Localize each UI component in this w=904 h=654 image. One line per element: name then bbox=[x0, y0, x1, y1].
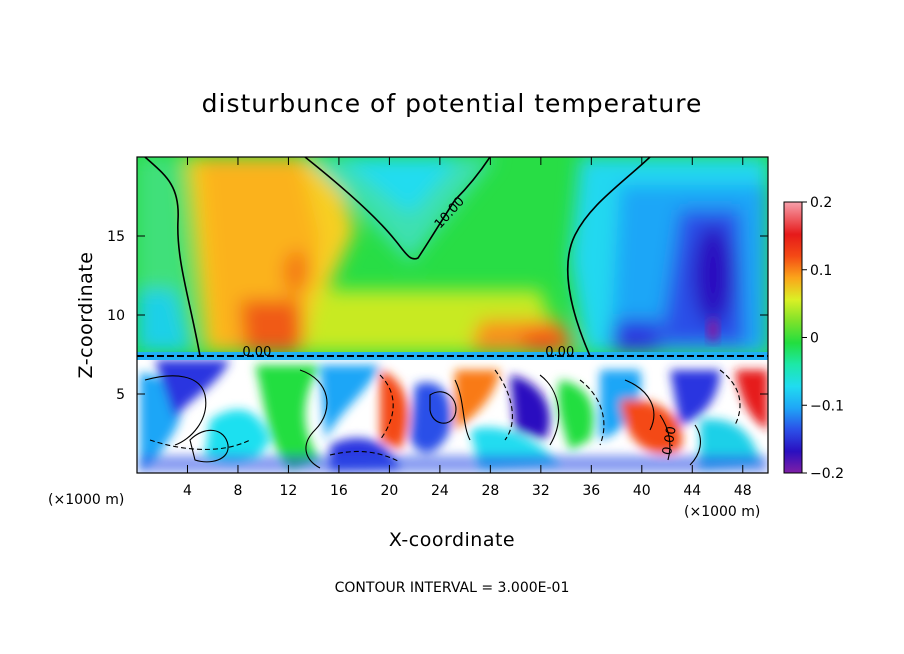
colorbar-ticks: 0.2 0.1 0 −0.1 −0.2 bbox=[802, 195, 844, 482]
x-tick-label: 4 bbox=[183, 483, 192, 499]
contour-label: 0.00 bbox=[545, 345, 574, 360]
contour-interval-note: CONTOUR INTERVAL = 3.000E-01 bbox=[335, 580, 570, 596]
x-tick-label: 24 bbox=[431, 483, 449, 499]
temperature-field bbox=[137, 157, 768, 473]
colorbar-tick-label: −0.2 bbox=[810, 466, 844, 482]
y-tick-label: 15 bbox=[107, 229, 125, 245]
x-tick-label: 32 bbox=[532, 483, 550, 499]
x-tick-label: 28 bbox=[481, 483, 499, 499]
colorbar-tick-label: 0.2 bbox=[810, 195, 832, 211]
x-tick-label: 16 bbox=[330, 483, 348, 499]
colorbar-tick-label: 0.1 bbox=[810, 263, 832, 279]
colorbar: 0.2 0.1 0 −0.1 −0.2 bbox=[783, 195, 844, 482]
chart-title: disturbunce of potential temperature bbox=[202, 89, 703, 118]
x-tick-label: 12 bbox=[280, 483, 298, 499]
colorbar-tick-label: −0.1 bbox=[810, 398, 844, 414]
y-tick-label: 5 bbox=[116, 387, 125, 403]
colorbar-gradient bbox=[784, 202, 802, 473]
x-tick-label: 20 bbox=[380, 483, 398, 499]
y-axis-label: Z-coordinate bbox=[75, 252, 97, 379]
x-tick-label: 8 bbox=[233, 483, 242, 499]
x-tick-label: 44 bbox=[683, 483, 701, 499]
x-tick-label: 48 bbox=[734, 483, 752, 499]
x-unit-label-left: (×1000 m) bbox=[48, 492, 124, 508]
x-unit-label-right: (×1000 m) bbox=[684, 504, 760, 520]
x-axis-ticks: 4 8 12 16 20 24 28 32 36 40 44 48 bbox=[183, 157, 752, 499]
x-tick-label: 40 bbox=[633, 483, 651, 499]
x-tick-label: 36 bbox=[582, 483, 600, 499]
contour-label: 0.00 bbox=[660, 425, 680, 456]
y-axis-ticks: 5 10 15 bbox=[107, 229, 768, 403]
contour-label: 0.00 bbox=[242, 345, 271, 360]
x-axis-label: X-coordinate bbox=[389, 529, 515, 551]
colorbar-tick-label: 0 bbox=[810, 331, 819, 347]
y-tick-label: 10 bbox=[107, 308, 125, 324]
